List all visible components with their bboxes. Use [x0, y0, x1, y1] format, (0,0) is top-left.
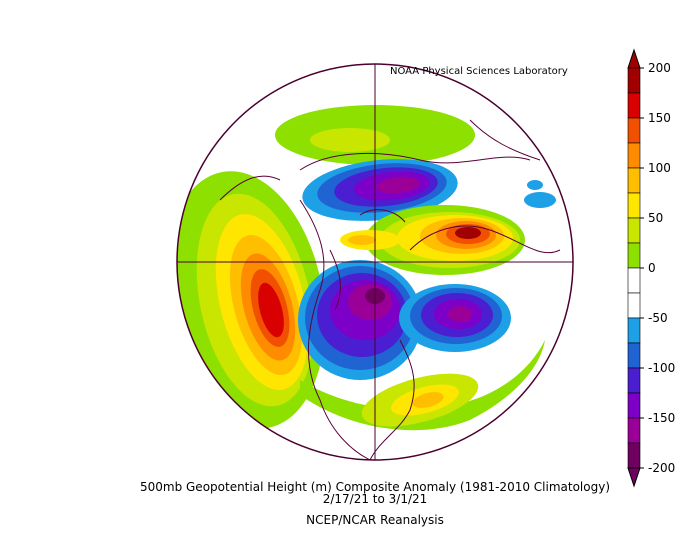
- east-asia-negative: [524, 192, 556, 208]
- pacific-ridge-core: [258, 282, 284, 338]
- colorbar-swatch: [627, 367, 641, 394]
- coastlines: [219, 119, 561, 460]
- colorbar-swatch: [627, 417, 641, 444]
- colorbar-tick-label: -150: [648, 411, 675, 425]
- colorbar-tick-label: 200: [648, 61, 671, 75]
- colorbar-swatch: [627, 67, 641, 94]
- colorbar-swatch: [627, 92, 641, 119]
- colorbar-swatch: [627, 117, 641, 144]
- colorbar-swatch: [627, 217, 641, 244]
- colorbar-swatch: [627, 242, 641, 269]
- south-green-band: [300, 340, 545, 431]
- colorbar-tick-label: -200: [648, 461, 675, 475]
- colorbar-tick-label: 0: [648, 261, 656, 275]
- colorbar-tick-label: 100: [648, 161, 671, 175]
- polar-positive-core: [348, 235, 376, 245]
- colorbar: 200 150 100 50 0 -50 -100 -150 -200: [627, 48, 675, 488]
- europe-ridge-core: [455, 227, 481, 239]
- caption-source: NCEP/NCAR Reanalysis: [306, 513, 444, 527]
- colorbar-swatch: [627, 317, 641, 344]
- credit-label: NOAA Physical Sciences Laboratory: [390, 66, 568, 77]
- colorbar-bottom-arrow: [627, 467, 641, 488]
- atlantic-subtropical-high-center: [412, 392, 444, 408]
- colorbar-tick-label: -100: [648, 361, 675, 375]
- atl-trough-core: [448, 306, 472, 322]
- caption-dates: 2/17/21 to 3/1/21: [322, 492, 428, 506]
- colorbar-swatch: [627, 392, 641, 419]
- asia-yellow-patch: [310, 128, 390, 152]
- caption-title: 500mb Geopotential Height (m) Composite …: [139, 480, 610, 494]
- colorbar-swatch: [627, 267, 641, 294]
- east-asia-negative-2: [527, 180, 543, 190]
- colorbar-tick-label: 50: [648, 211, 663, 225]
- colorbar-labels: 200 150 100 50 0 -50 -100 -150 -200: [640, 61, 675, 475]
- colorbar-swatch: [627, 442, 641, 469]
- colorbar-swatch: [627, 192, 641, 219]
- colorbar-top-arrow: [627, 48, 641, 69]
- colorbar-boxes: [627, 48, 641, 488]
- colorbar-tick-label: -50: [648, 311, 668, 325]
- arctic-trough-core: [376, 176, 420, 194]
- colorbar-swatch: [627, 342, 641, 369]
- colorbar-swatch: [627, 142, 641, 169]
- colorbar-swatch: [627, 167, 641, 194]
- colorbar-tick-label: 150: [648, 111, 671, 125]
- colorbar-swatch: [627, 292, 641, 319]
